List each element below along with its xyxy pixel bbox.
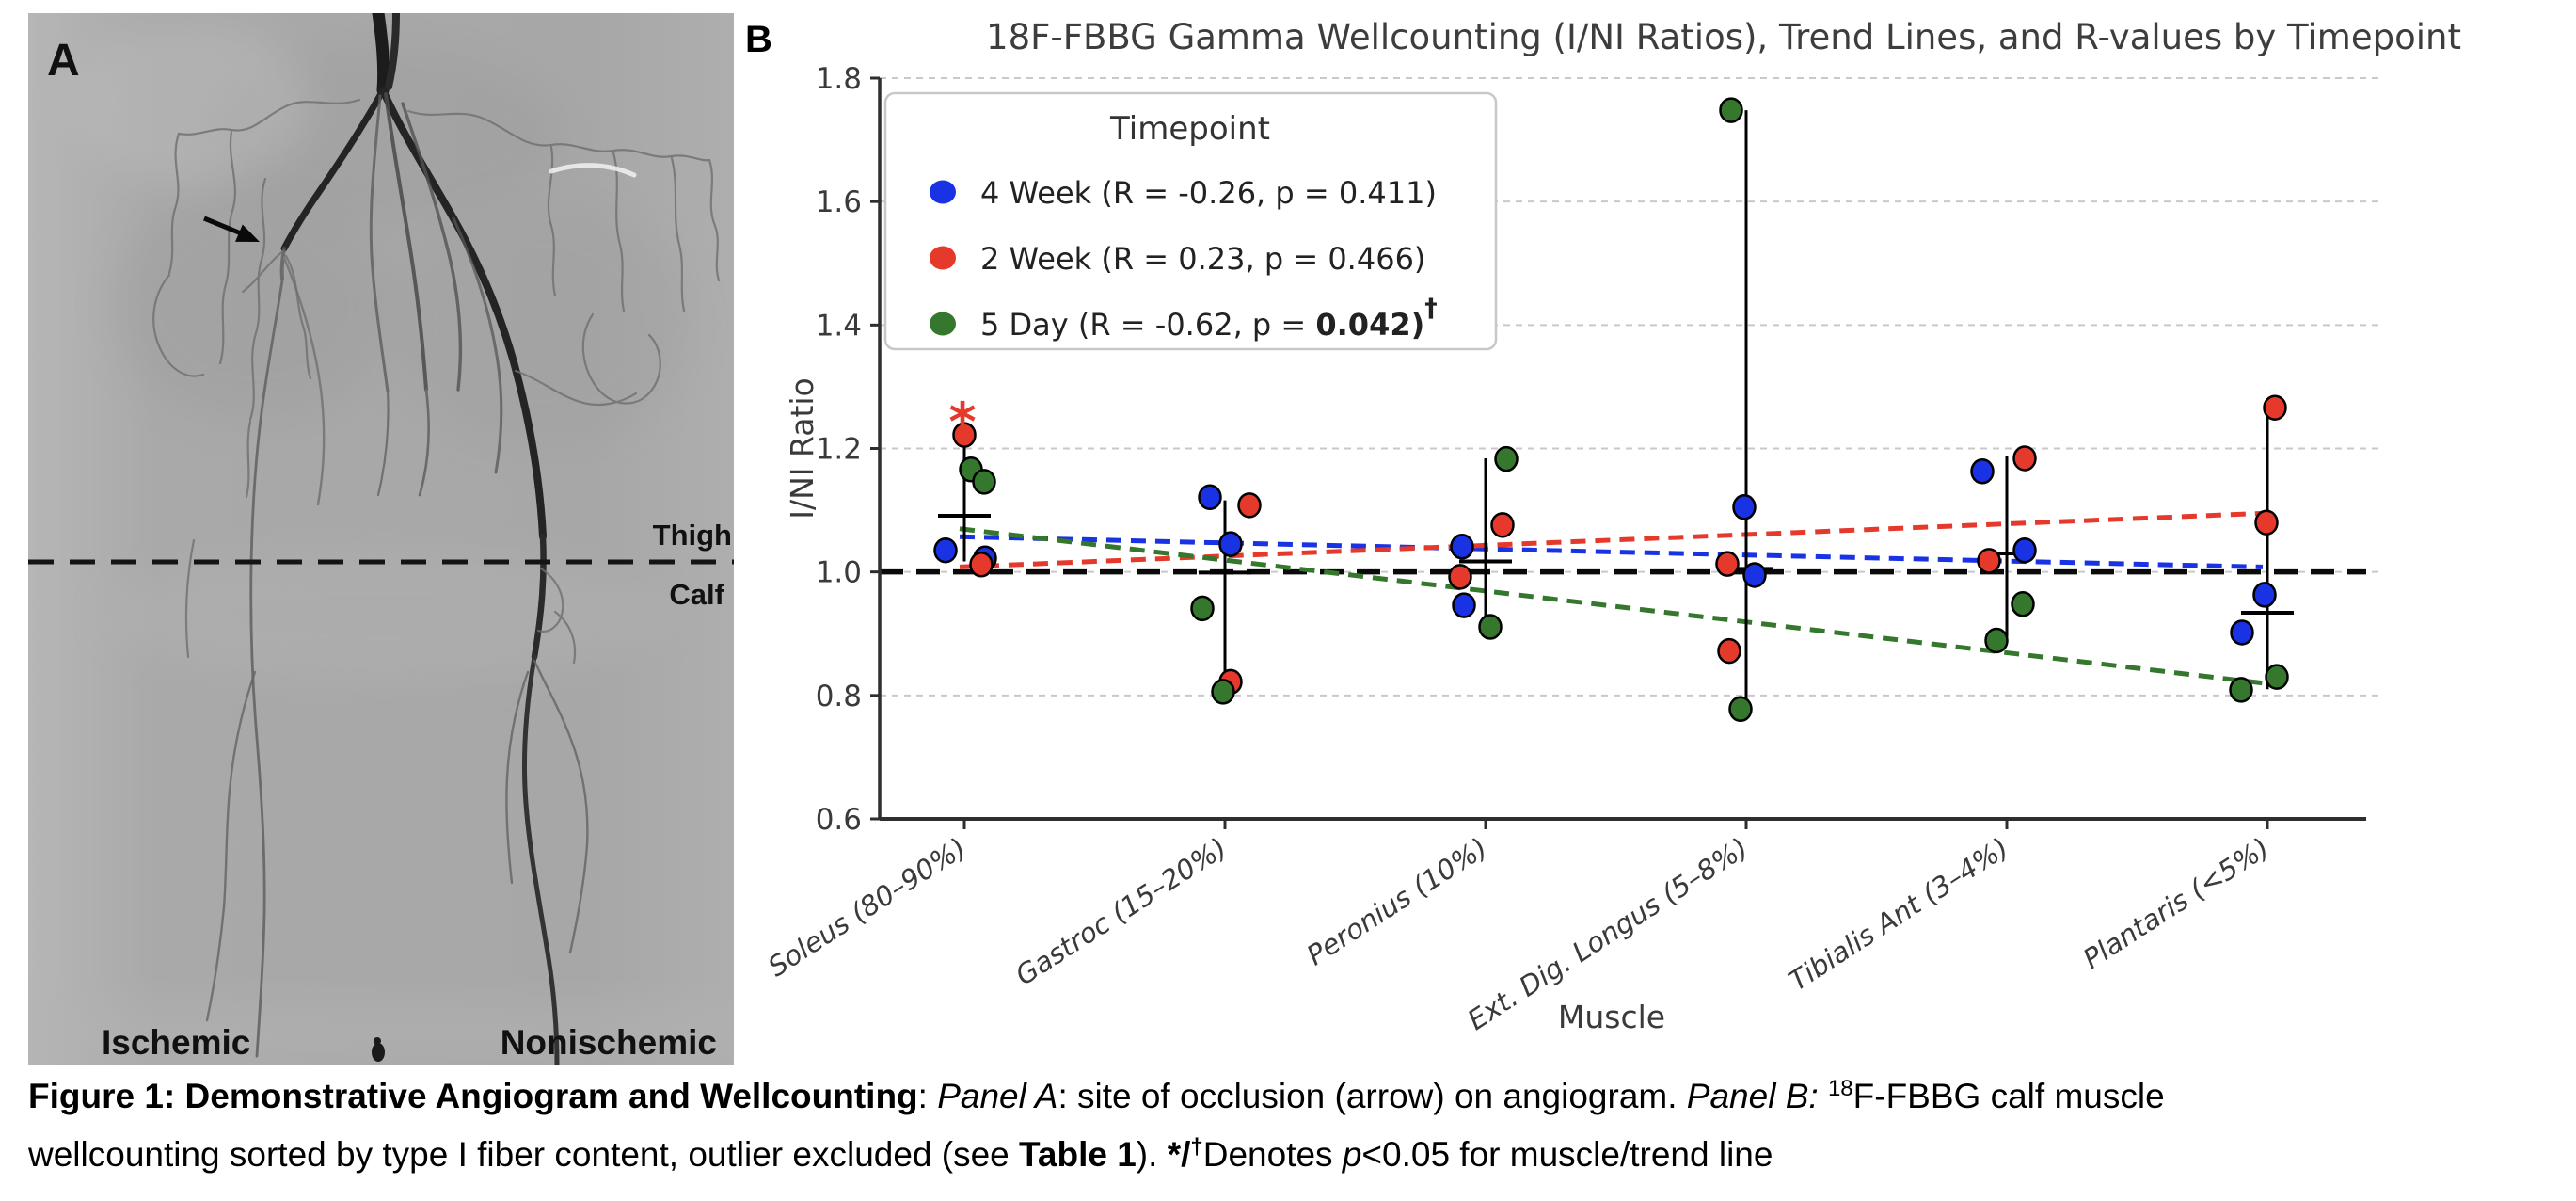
caption-segment: : [917, 1077, 938, 1115]
x-tick-label: Plantaris (<5%) [2077, 831, 2275, 975]
data-point-2-week [1448, 564, 1472, 590]
y-tick-label: 1.0 [816, 556, 862, 590]
legend-title: Timepoint [1109, 110, 1270, 148]
x-tick-label: Peronius (10%) [1301, 831, 1493, 971]
legend-marker-5-day [930, 312, 956, 336]
caption-segment: Panel B: [1686, 1077, 1828, 1115]
data-point-5-day [1728, 696, 1753, 723]
legend-box [883, 91, 1498, 351]
y-tick-label: 0.8 [816, 680, 862, 713]
data-point-4-week [1218, 531, 1243, 557]
data-point-4-week [2252, 582, 2277, 608]
data-point-5-day [1211, 679, 1235, 705]
data-point-5-day [1494, 445, 1519, 472]
caption-segment: Figure 1: Demonstrative Angiogram and We… [28, 1077, 918, 1115]
calf-label: Calf [669, 578, 724, 611]
ischemic-label: Ischemic [102, 1023, 250, 1062]
data-point-4-week [2012, 536, 2037, 564]
x-tick-label: Soleus (80–90%) [762, 831, 972, 983]
thigh-label: Thigh [653, 519, 732, 552]
caption-segment: Table 1 [1019, 1135, 1137, 1174]
y-tick-label: 1.6 [816, 185, 862, 219]
caption-segment: <0.05 for muscle/trend line [1361, 1135, 1773, 1174]
y-tick-label: 1.4 [816, 309, 862, 343]
data-point-5-day [1478, 614, 1503, 640]
caption-segment: ). [1136, 1135, 1168, 1174]
legend-label-5-day: 5 Day (R = -0.62, p = 0.042)† [980, 294, 1438, 343]
data-point-4-week [1742, 562, 1767, 588]
angiogram-texture [28, 23, 734, 1065]
caption-segment: Denotes [1202, 1135, 1343, 1174]
data-point-2-week [1717, 637, 1741, 665]
data-point-2-week [1977, 548, 2001, 574]
y-axis-title: I/NI Ratio [784, 377, 820, 519]
data-point-2-week [1715, 551, 1740, 577]
y-tick-label: 1.2 [816, 433, 862, 467]
data-point-2-week [1490, 512, 1515, 538]
data-point-4-week [1198, 484, 1222, 511]
data-point-5-day [2229, 677, 2253, 703]
panel-b-label: B [745, 19, 772, 60]
trend-line-5-day [959, 526, 2264, 686]
x-tick-label: Tibialis Ant (3–4%) [1783, 831, 2014, 997]
data-point-4-week [1450, 534, 1474, 560]
trend-line-2-week [959, 510, 2264, 569]
data-point-4-week [1452, 592, 1476, 618]
data-point-5-day [2011, 591, 2035, 617]
data-point-2-week [2254, 509, 2279, 536]
caption-line-2: wellcounting sorted by type I fiber cont… [28, 1128, 2568, 1186]
data-point-4-week [1732, 494, 1757, 520]
legend-label-2-week: 2 Week (R = 0.23, p = 0.466) [980, 241, 1425, 277]
caption-segment: 18 [1827, 1076, 1853, 1101]
angiogram-image: A Thigh Calf Ischemic Nonischemic [28, 13, 734, 1065]
legend-label-4-week: 4 Week (R = -0.26, p = 0.411) [980, 175, 1437, 211]
caption-segment: */ [1167, 1135, 1191, 1174]
data-point-5-day [2265, 664, 2289, 690]
data-point-2-week [1237, 492, 1262, 519]
panel-a-label: A [47, 36, 80, 86]
caption-segment: p [1342, 1135, 1362, 1174]
data-point-5-day [972, 469, 996, 495]
caption-line-1: Figure 1: Demonstrative Angiogram and We… [28, 1069, 2568, 1128]
y-tick-label: 0.6 [816, 803, 862, 837]
data-point-4-week [1970, 458, 1995, 485]
x-tick-label: Gastroc (15–20%) [1010, 831, 1232, 991]
significance-asterisk: * [948, 392, 976, 453]
caption-segment: wellcounting sorted by type I fiber cont… [28, 1135, 1020, 1174]
data-point-5-day [1719, 97, 1743, 123]
data-point-4-week [933, 536, 958, 564]
data-point-2-week [969, 552, 994, 578]
angiogram-vessels [152, 13, 721, 1065]
y-tick-label: 1.8 [816, 62, 862, 96]
x-axis-title: Muscle [1558, 999, 1665, 1035]
caption-segment: † [1190, 1134, 1203, 1160]
occlusion-arrow [203, 216, 260, 242]
data-point-2-week [952, 422, 977, 448]
data-point-5-day [1190, 595, 1215, 622]
nonischemic-label: Nonischemic [501, 1023, 717, 1062]
data-point-4-week [2230, 619, 2254, 646]
caption-segment: F-FBBG calf muscle [1852, 1077, 2165, 1115]
chart-title: 18F-FBBG Gamma Wellcounting (I/NI Ratios… [986, 17, 2461, 57]
data-point-2-week [2263, 394, 2287, 421]
legend-marker-4-week [930, 180, 956, 204]
legend-marker-2-week [930, 246, 956, 270]
figure-caption: Figure 1: Demonstrative Angiogram and We… [28, 1069, 2568, 1186]
panel-a-angiogram: A Thigh Calf Ischemic Nonischemic [28, 13, 734, 1065]
data-point-2-week [2012, 445, 2037, 472]
caption-segment: Panel A [937, 1077, 1058, 1115]
data-point-5-day [1984, 627, 2009, 654]
trend-line-4-week [959, 534, 2264, 569]
caption-segment: : site of occlusion (arrow) on angiogram… [1057, 1077, 1687, 1115]
